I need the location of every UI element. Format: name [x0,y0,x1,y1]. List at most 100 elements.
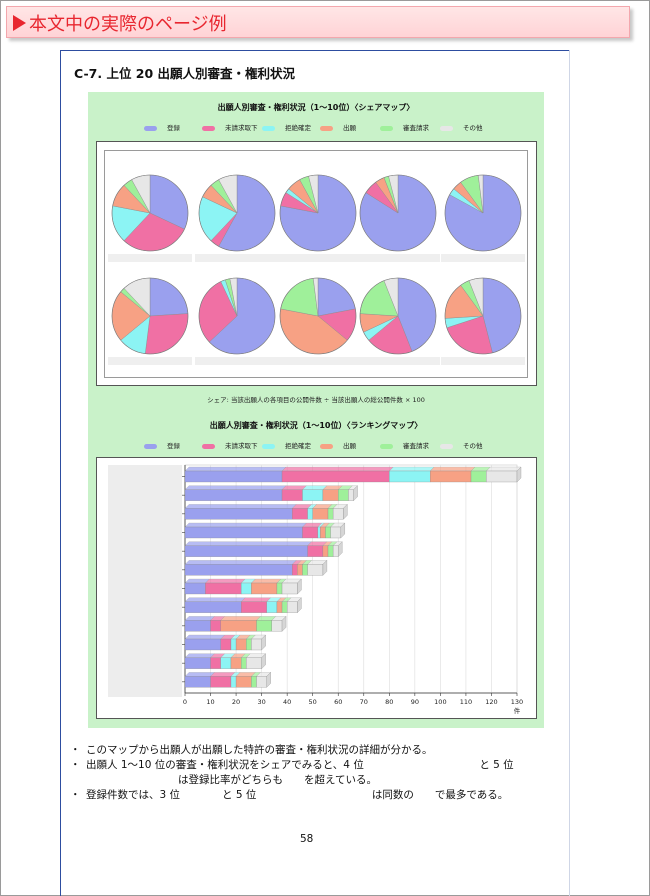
x-tick-label: 40 [283,698,291,706]
bar-row [182,503,348,520]
bar-segment [251,638,262,651]
bar-row [182,578,302,595]
bar-segment [184,545,308,557]
bar-segment [184,508,293,520]
bar-segment [184,657,211,669]
bar-segment [184,620,211,632]
pie-label-band [356,254,440,262]
triangle-marker-icon [13,15,26,31]
legend-label: 未請求取下 [225,124,258,132]
bar-segment-top [485,466,522,472]
bar-row [182,634,266,651]
legend-label: 拒絶確定 [285,442,311,450]
bar-segment [322,489,339,501]
bar-segment [332,508,344,520]
bar-segment [338,489,349,501]
bar-segment [470,470,487,483]
bar-segment [276,601,283,613]
bar-segment [271,620,283,632]
bar-segment-top [210,672,236,677]
bar-segment [348,489,354,501]
bar-segment [302,489,324,501]
bar-segment [322,545,329,557]
legend-swatch [144,125,157,131]
bar-row [182,597,302,614]
x-tick-label: 60 [334,698,342,706]
bar-end-cap [281,615,287,632]
legend-item: その他 [440,122,483,132]
bar-segment [210,657,221,669]
legend-label: 登録 [167,442,180,450]
bar-segment [251,676,257,688]
legend-item: 未請求取下 [202,440,258,450]
legend-label: その他 [463,124,483,132]
pie-outline [198,174,276,252]
bar-segment [210,676,232,688]
x-tick-label: 30 [257,698,265,706]
bar-end-cap [322,559,328,576]
x-tick-label: 110 [460,698,472,706]
ranking-map-label-area [108,465,182,697]
bar-segment [230,657,242,669]
legend-swatch [380,125,393,131]
x-tick-label: 0 [183,698,187,706]
bar-segment [332,545,339,557]
bullet-item: ・出願人 1〜10 位の審査・権利状況をシェアでみると、4 位 と 5 位 [70,758,560,773]
legend-swatch [262,443,275,449]
page-edge [60,50,61,896]
pie-8 [276,277,360,365]
pie-label-band [195,357,279,365]
bullet-text: 出願人 1〜10 位の審査・権利状況をシェアでみると、4 位 と 5 位 [86,759,514,771]
bar-end-cap [340,522,345,539]
x-tick-label: 100 [434,698,446,706]
bar-segment-top [388,466,435,472]
bar-segment-top [184,504,297,509]
bar-segment-top [429,466,476,472]
pie-outline [444,174,522,252]
bar-row [182,671,272,688]
bar-segment [330,526,341,539]
bar-end-cap [297,578,302,595]
legend-item: 未請求取下 [202,122,258,132]
bar-segment [184,489,283,501]
legend-item: 登録 [144,122,180,132]
legend-swatch [320,443,333,449]
bar-end-cap [353,485,358,502]
bar-segment [184,564,293,576]
bar-end-cap [297,597,302,614]
x-tick-label: 80 [385,698,393,706]
legend-swatch [262,125,275,131]
bar-segment-top [220,616,261,621]
legend-label: 審査請求 [403,124,429,132]
pie-outline [279,277,357,355]
share-map-title: 出願人別審査・権利状況（1〜10位）〈シェアマップ〉 [217,103,415,112]
legend-item: 登録 [144,440,180,450]
bar-segment [184,601,242,613]
bar-segment [246,638,252,651]
bar-segment [184,526,303,539]
bar-segment-top [184,672,215,677]
pie-3 [276,174,360,262]
bullet-dot: ・ [70,744,81,756]
bar-segment [327,545,334,557]
bar-end-cap [343,503,348,520]
legend-swatch [440,125,453,131]
legend-label: 出願 [343,442,356,450]
pie-label-band [195,254,279,262]
pie-outline [198,277,276,355]
bar-segment [205,582,242,595]
pie-outline [444,277,522,355]
bar-segment [302,564,308,576]
pie-7 [195,277,279,365]
bar-segment [430,470,472,483]
x-unit-label: 件 [514,706,521,715]
bar-segment [276,582,283,595]
bar-end-cap [261,634,266,651]
bar-segment [281,489,303,501]
pie-label-band [108,254,192,262]
bar-segment-top [184,578,210,584]
bar-row [182,485,358,502]
pie-4 [356,174,440,262]
legend-item: その他 [440,440,483,450]
